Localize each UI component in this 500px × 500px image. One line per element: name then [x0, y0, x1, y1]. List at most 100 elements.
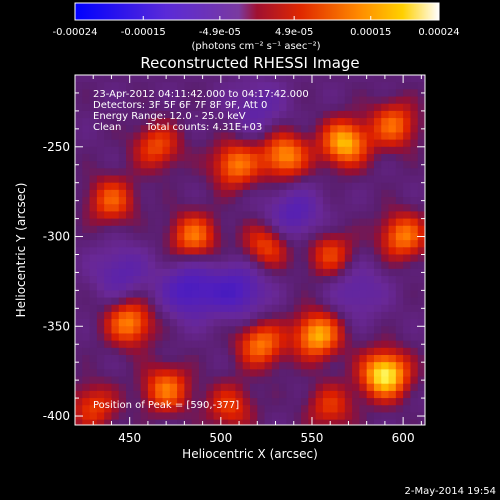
heatmap-cell — [308, 326, 317, 335]
heatmap-cell — [198, 232, 207, 241]
heatmap-cell — [220, 189, 229, 198]
heatmap-cell — [169, 118, 178, 126]
heatmap-cell — [184, 110, 193, 119]
heatmap-cell — [228, 247, 237, 256]
heatmap-cell — [213, 283, 222, 291]
heatmap-cell — [366, 297, 375, 306]
heatmap-cell — [403, 261, 412, 270]
heatmap-cell — [410, 326, 419, 335]
heatmap-cell — [344, 240, 353, 248]
heatmap-cell — [220, 297, 229, 306]
heatmap-cell — [322, 369, 331, 378]
heatmap-cell — [257, 218, 266, 227]
heatmap-cell — [126, 103, 134, 112]
heatmap-cell — [198, 146, 207, 155]
heatmap-cell — [337, 268, 346, 277]
heatmap-cell — [177, 247, 185, 256]
heatmap-cell — [322, 161, 331, 169]
heatmap-cell — [213, 139, 222, 148]
heatmap-cell — [344, 311, 353, 320]
heatmap-cell — [381, 261, 390, 270]
heatmap-cell — [111, 268, 120, 277]
heatmap-cell — [271, 82, 280, 90]
heatmap-cell — [395, 268, 404, 277]
heatmap-cell — [373, 175, 382, 184]
heatmap-cell — [228, 376, 237, 385]
heatmap-cell — [403, 290, 412, 299]
heatmap-cell — [82, 412, 91, 421]
heatmap-cell — [191, 153, 200, 162]
heatmap-cell — [140, 146, 149, 155]
heatmap-cell — [381, 139, 390, 148]
heatmap-cell — [279, 139, 288, 148]
heatmap-cell — [293, 276, 302, 284]
heatmap-cell — [162, 182, 171, 191]
heatmap-cell — [213, 182, 222, 191]
heatmap-cell — [155, 326, 164, 335]
heatmap-cell — [315, 347, 324, 356]
heatmap-cell — [82, 261, 91, 270]
heatmap-cell — [75, 347, 83, 356]
heatmap-cell — [286, 297, 295, 306]
heatmap-cell — [89, 182, 98, 191]
heatmap-cell — [104, 232, 113, 241]
heatmap-cell — [271, 311, 280, 320]
heatmap-cell — [191, 168, 200, 177]
heatmap-cell — [126, 261, 134, 270]
heatmap-cell — [315, 132, 324, 141]
heatmap-cell — [279, 161, 288, 169]
heatmap-cell — [301, 268, 309, 277]
heatmap-cell — [235, 333, 244, 342]
heatmap-cell — [169, 383, 178, 392]
heatmap-cell — [388, 82, 397, 90]
heatmap-cell — [381, 340, 390, 349]
heatmap-cell — [111, 75, 120, 83]
heatmap-cell — [373, 369, 382, 378]
heatmap-cell — [191, 376, 200, 385]
heatmap-cell — [308, 175, 317, 184]
heatmap-cell — [111, 290, 120, 299]
heatmap-cell — [177, 139, 185, 148]
heatmap-cell — [126, 89, 134, 98]
heatmap-cell — [322, 103, 331, 112]
heatmap-cell — [279, 268, 288, 277]
heatmap-cell — [140, 218, 149, 227]
heatmap-cell — [293, 75, 302, 83]
heatmap-cell — [250, 218, 258, 227]
heatmap-cell — [140, 82, 149, 90]
heatmap-cell — [403, 311, 412, 320]
x-tick-label: 600 — [392, 431, 415, 445]
heatmap-cell — [373, 75, 382, 83]
heatmap-cell — [184, 96, 193, 105]
heatmap-cell — [140, 304, 149, 313]
heatmap-cell — [118, 412, 127, 421]
heatmap-cell — [403, 146, 412, 155]
heatmap-cell — [381, 297, 390, 306]
heatmap-cell — [96, 168, 105, 177]
heatmap-cell — [235, 340, 244, 349]
heatmap-cell — [352, 132, 360, 141]
heatmap-cell — [111, 326, 120, 335]
heatmap-cell — [286, 204, 295, 213]
heatmap-cell — [352, 419, 360, 425]
heatmap-cell — [155, 390, 164, 399]
heatmap-cell — [89, 355, 98, 363]
heatmap-cell — [381, 103, 390, 112]
heatmap-cell — [126, 319, 134, 327]
heatmap-cell — [111, 103, 120, 112]
heatmap-cell — [388, 390, 397, 399]
heatmap-cell — [366, 355, 375, 363]
footer-date: 2-May-2014 19:54 — [404, 486, 496, 497]
heatmap-cell — [191, 304, 200, 313]
heatmap-cell — [198, 168, 207, 177]
heatmap-cell — [213, 204, 222, 213]
heatmap-cell — [220, 161, 229, 169]
heatmap-cell — [126, 197, 134, 205]
heatmap-cell — [111, 405, 120, 414]
heatmap-cell — [337, 96, 346, 105]
heatmap-cell — [220, 390, 229, 399]
heatmap-cell — [213, 89, 222, 98]
heatmap-cell — [410, 247, 419, 256]
heatmap-cell — [177, 225, 185, 234]
heatmap-cell — [271, 362, 280, 370]
